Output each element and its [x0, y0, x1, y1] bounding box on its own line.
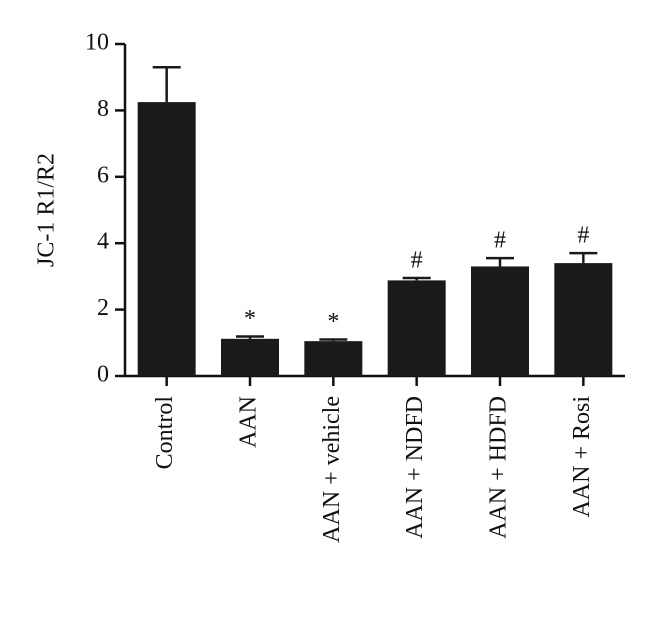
x-tick-label: AAN: [236, 396, 262, 448]
bar: [221, 338, 279, 376]
y-tick-label: 10: [85, 30, 109, 56]
significance-mark: *: [327, 309, 339, 335]
error-bar: [236, 335, 264, 339]
significance-mark: #: [577, 223, 589, 249]
x-tick-label: AAN + HDFD: [486, 396, 512, 539]
bar: [137, 102, 196, 376]
bar: [471, 266, 529, 376]
x-tick-label: AAN + Rosi: [569, 396, 595, 518]
y-tick-label: 4: [97, 229, 109, 255]
error-bar: [319, 338, 348, 342]
x-tick-label: AAN + NDFD: [402, 396, 428, 539]
y-tick-label: 6: [97, 162, 109, 188]
y-tick-label: 2: [97, 295, 109, 321]
y-tick-label: 8: [97, 96, 109, 122]
significance-mark: *: [244, 306, 256, 332]
y-tick-label: 0: [97, 362, 109, 388]
bar: [554, 263, 613, 376]
significance-mark: #: [494, 228, 506, 254]
x-tick-label: Control: [152, 396, 178, 470]
significance-mark: #: [411, 248, 423, 274]
error-bar: [402, 276, 431, 281]
bar: [304, 341, 363, 376]
y-axis-label: JC-1 R1/R2: [34, 153, 60, 267]
error-bar: [152, 65, 181, 103]
error-bar: [569, 251, 598, 264]
error-bar: [486, 256, 514, 267]
bar: [387, 280, 446, 376]
x-tick-label: AAN + vehicle: [319, 396, 345, 543]
